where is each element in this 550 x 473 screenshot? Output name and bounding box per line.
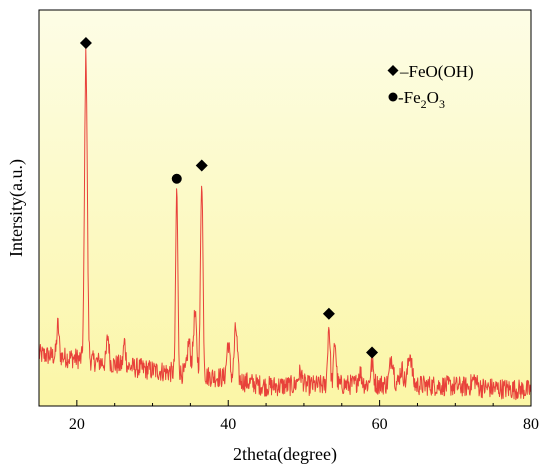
x-tick-label: 80 (523, 416, 539, 433)
series-layer (38, 47, 532, 401)
peak-markers (79, 36, 379, 359)
plot-area-frame (38, 9, 532, 407)
legend-entry-fe2o3: -Fe2O3 (398, 88, 445, 111)
peak-marker-circle (171, 173, 182, 184)
y-axis-title: Intersity(a.u.) (6, 159, 27, 257)
xrd-pattern-line (38, 47, 532, 401)
peak-marker-diamond (195, 159, 208, 172)
x-axis-ticks: 20 40 60 80 (38, 400, 539, 433)
legend-circle-icon (388, 92, 398, 102)
plot-area-background (39, 10, 531, 406)
legend-entry-feooh: –FeO(OH) (399, 62, 474, 81)
peak-marker-diamond (322, 307, 335, 320)
x-tick-label: 40 (220, 416, 236, 433)
legend-diamond-icon (387, 65, 399, 76)
peak-marker-diamond (366, 346, 379, 359)
x-tick-label: 20 (69, 416, 85, 433)
x-tick-label: 60 (372, 416, 388, 433)
peak-marker-diamond (79, 36, 92, 49)
x-axis-title: 2theta(degree) (233, 444, 337, 465)
legend: –FeO(OH) -Fe2O3 (387, 62, 474, 111)
